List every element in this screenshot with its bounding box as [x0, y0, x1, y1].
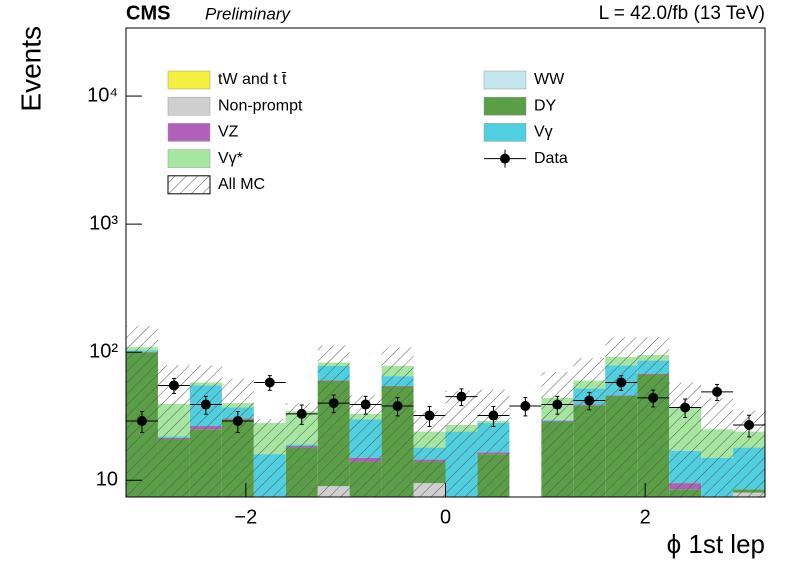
- legend-label: VZ: [218, 124, 239, 141]
- y-tick-label: 10³: [89, 212, 118, 234]
- legend-swatch: [167, 96, 211, 116]
- data-point: [200, 399, 211, 410]
- mc-uncertainty: [573, 358, 606, 497]
- data-point: [680, 402, 691, 413]
- mc-uncertainty: [701, 397, 734, 497]
- x-tick-label: 0: [440, 506, 451, 528]
- y-axis-label: Events: [15, 26, 46, 112]
- subtitle: Preliminary: [205, 4, 292, 23]
- data-point: [712, 386, 723, 397]
- legend-label: tW and t t̄: [218, 71, 287, 88]
- legend-swatch: [483, 70, 527, 90]
- legend-marker: [500, 153, 510, 164]
- legend-label: Non-prompt: [218, 97, 303, 114]
- legend-label: All MC: [218, 176, 265, 193]
- x-tick-label: 2: [640, 506, 651, 528]
- data-point: [264, 377, 275, 388]
- experiment-label: CMS: [126, 2, 170, 24]
- data-point: [552, 399, 563, 410]
- y-tick-label: 10: [96, 469, 118, 491]
- x-tick-label: −2: [234, 506, 257, 528]
- data-point: [360, 399, 371, 410]
- legend-label: Data: [534, 150, 568, 167]
- y-tick-label: 10²: [89, 340, 118, 362]
- legend-swatch: [167, 123, 211, 142]
- mc-uncertainty: [605, 337, 638, 497]
- data-point: [648, 392, 659, 403]
- legend-swatch: [167, 70, 211, 90]
- mc-uncertainty: [541, 372, 574, 497]
- x-axis-label: ϕ 1st lep: [667, 529, 765, 559]
- data-point: [392, 401, 403, 412]
- mc-uncertainty: [189, 365, 222, 497]
- legend-label: DY: [534, 97, 557, 114]
- data-point: [744, 420, 755, 431]
- legend-swatch: [483, 123, 527, 142]
- data-point: [232, 416, 243, 427]
- data-point: [488, 410, 499, 421]
- data-point: [616, 377, 627, 388]
- y-tick-label: 10⁴: [87, 84, 118, 106]
- legend-label: Vγ*: [218, 150, 243, 167]
- legend-swatch: [167, 149, 211, 168]
- mc-uncertainty: [477, 389, 510, 497]
- data-point: [456, 391, 467, 402]
- legend-swatch: [167, 175, 211, 195]
- legend-label: WW: [534, 71, 565, 88]
- mc-uncertainty: [253, 419, 286, 497]
- legend-label: Vγ: [534, 124, 553, 141]
- mc-uncertainty: [221, 378, 254, 497]
- mc-uncertainty: [445, 390, 478, 497]
- data-point: [136, 416, 147, 427]
- data-point: [584, 395, 595, 406]
- data-point: [520, 401, 531, 412]
- data-point: [424, 410, 435, 421]
- data-point: [296, 408, 307, 419]
- legend-swatch: [483, 96, 527, 116]
- plot-area: [126, 326, 765, 497]
- mc-uncertainty: [637, 337, 670, 497]
- data-point: [328, 398, 339, 409]
- mc-uncertainty: [381, 347, 414, 497]
- mc-uncertainty: [317, 345, 350, 497]
- luminosity: L = 42.0/fb (13 TeV): [599, 3, 765, 24]
- data-point: [168, 380, 179, 391]
